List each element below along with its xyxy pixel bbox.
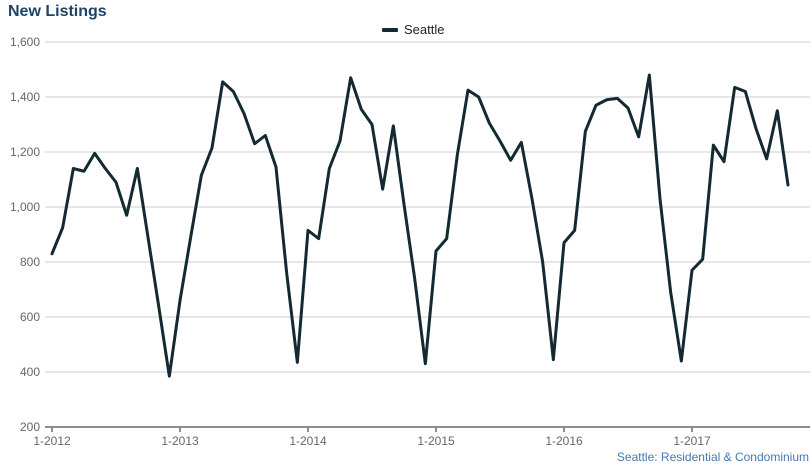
- x-axis-tick-label: 1-2015: [417, 434, 455, 448]
- x-axis-tick-label: 1-2013: [161, 434, 199, 448]
- y-axis-tick-label: 800: [20, 255, 40, 269]
- x-axis-tick-label: 1-2016: [545, 434, 583, 448]
- y-axis-tick-label: 1,400: [10, 90, 40, 104]
- legend-line-swatch: [382, 27, 398, 32]
- y-axis-tick-label: 1,000: [10, 200, 40, 214]
- y-axis-tick-label: 1,200: [10, 145, 40, 159]
- legend-label: Seattle: [404, 22, 445, 37]
- legend: Seattle: [382, 22, 444, 37]
- chart-footer: Seattle: Residential & Condominium: [616, 450, 809, 464]
- y-axis-tick-label: 400: [20, 365, 40, 379]
- y-axis-tick-label: 1,600: [10, 35, 40, 49]
- y-axis-tick-label: 600: [20, 310, 40, 324]
- x-axis-tick-label: 1-2017: [673, 434, 711, 448]
- series-line-seattle: [50, 73, 790, 378]
- x-axis-tick-label: 1-2014: [289, 434, 327, 448]
- chart-title: New Listings: [8, 3, 107, 20]
- y-axis-tick-label: 200: [20, 420, 40, 434]
- x-axis-tick-label: 1-2012: [33, 434, 71, 448]
